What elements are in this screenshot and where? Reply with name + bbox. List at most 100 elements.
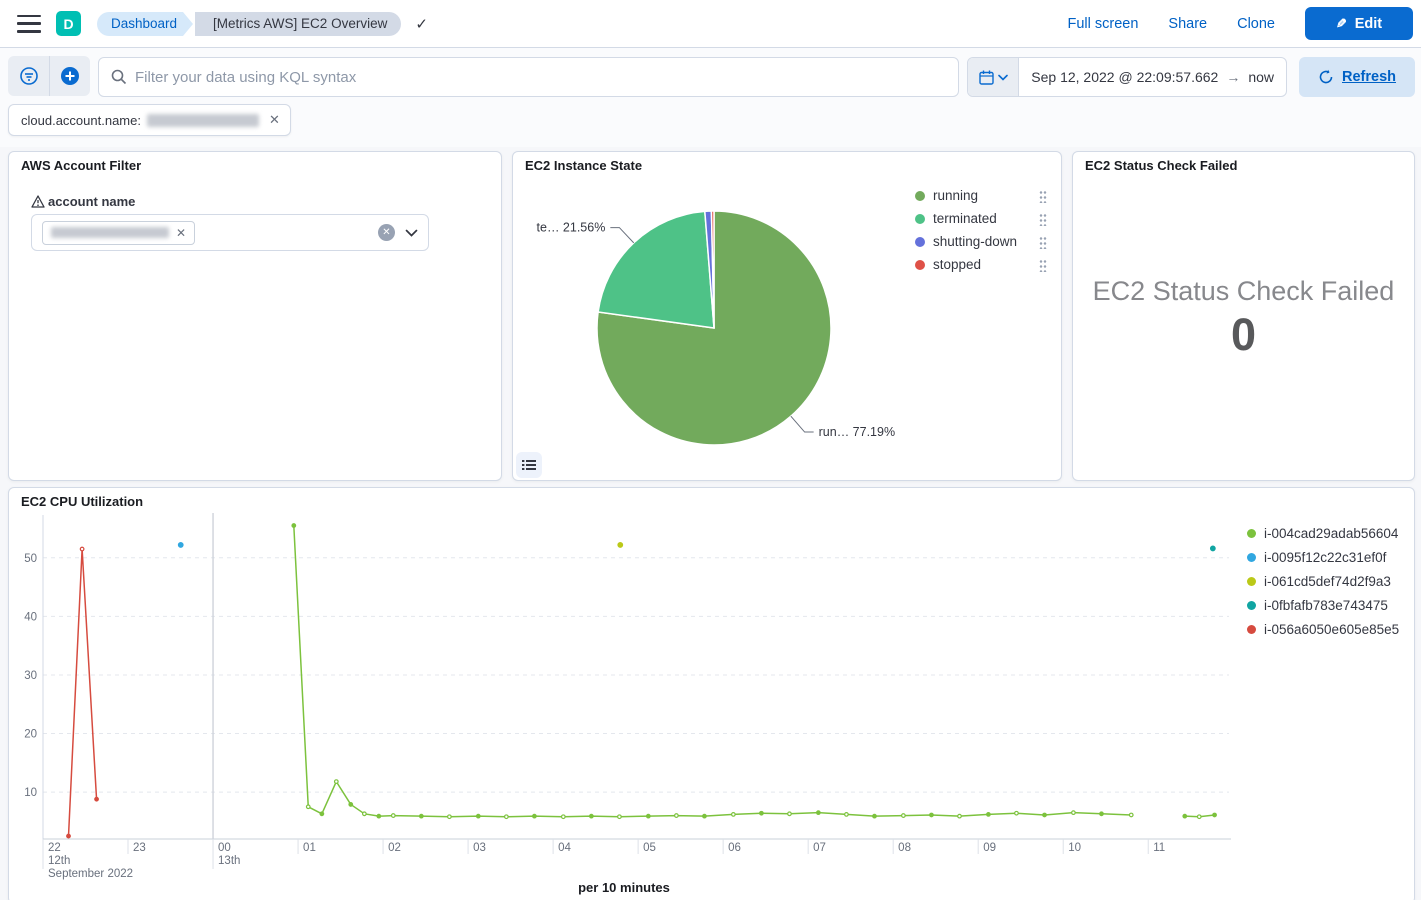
data-point [1128,812,1134,818]
y-axis-tick-label: 10 [24,787,37,799]
kql-search-bar [98,57,959,97]
y-axis-tick-label: 30 [24,670,37,682]
filter-pill-cloud-account-name[interactable]: cloud.account.name: ✕ [8,104,291,136]
edit-button[interactable]: ✎ Edit [1305,7,1413,40]
legend-label: running [933,188,979,203]
data-point [66,833,71,839]
filter-controls-group [8,56,90,96]
breadcrumb: Dashboard [Metrics AWS] EC2 Overview [97,11,402,36]
clone-button[interactable]: Clone [1237,15,1275,32]
instance-state-pie-chart[interactable]: run… 77.19% te… 21.56% [513,152,1063,480]
chevron-down-icon[interactable] [405,229,418,237]
pie-slice-stopped[interactable] [710,210,715,329]
x-axis-tick-label: 01 [303,842,316,854]
breadcrumb-dashboard[interactable]: Dashboard [97,11,194,36]
y-axis-tick-label: 50 [24,553,37,565]
data-point [361,811,367,817]
data-point [305,804,311,810]
calendar-dropdown-button[interactable] [968,58,1020,96]
remove-option-icon[interactable]: ✕ [176,225,187,240]
data-point [617,814,622,820]
legend-actions-icon[interactable] [1039,257,1047,272]
legend-label: i-0fbfafb783e743475 [1264,598,1388,613]
filter-pill-redacted-value [146,113,259,127]
legend-actions-icon[interactable] [1039,211,1047,226]
control-label: account name [31,194,135,209]
account-name-combobox[interactable]: ✕ ✕ [31,214,429,251]
data-point [291,523,297,528]
panel-title[interactable]: AWS Account Filter [21,158,142,173]
legend-color-dot [1247,577,1256,586]
data-point [446,814,452,820]
filter-pill-field: cloud.account.name: [21,112,141,128]
series-line-i-004cad29adab56604[interactable] [293,525,1132,818]
data-point [503,814,509,820]
pie-callout-label: te… 21.56% [537,221,606,235]
data-point [730,811,736,817]
x-axis-tick-label: 04 [558,842,571,854]
legend-actions-icon[interactable] [1039,188,1047,203]
dashboard-viewport: AWS Account Filter account name ✕ ✕ [0,147,1421,900]
series-line-i-056a6050e605e85e5[interactable] [67,548,98,837]
legend-actions-icon[interactable] [1039,234,1047,249]
panel-aws-account-filter: AWS Account Filter account name ✕ ✕ [8,151,502,481]
legend-label: terminated [933,211,997,226]
legend-item-stopped[interactable]: stopped [915,257,1047,272]
refresh-button[interactable]: Refresh [1299,57,1415,97]
data-point [900,813,906,818]
data-point [1209,545,1216,552]
data-point [348,802,354,807]
data-point [702,813,707,819]
data-point [1196,814,1202,820]
menu-icon[interactable] [17,14,41,33]
chevron-down-icon [997,74,1008,81]
panel-title[interactable]: EC2 CPU Utilization [21,494,144,509]
panel-title[interactable]: EC2 Instance State [525,158,643,173]
breadcrumb-current-page: [Metrics AWS] EC2 Overview [195,11,402,36]
share-button[interactable]: Share [1168,15,1208,32]
pie-slice-terminated[interactable] [597,210,715,329]
data-point [376,813,382,819]
inspect-table-icon[interactable] [516,452,542,478]
data-point [588,813,594,819]
legend-item-i-0fbfafb783e743475[interactable]: i-0fbfafb783e743475 [1247,598,1399,613]
x-axis-title: per 10 minutes [578,880,670,895]
pie-slice-running[interactable] [596,210,832,446]
account-redacted-value [51,227,169,238]
time-start-value[interactable]: Sep 12, 2022 @ 22:09:57.662 [1031,69,1219,85]
search-input[interactable] [135,68,958,86]
time-end-value[interactable]: now [1248,69,1274,85]
calendar-icon [978,70,994,85]
data-point [872,813,877,819]
clear-selection-icon[interactable]: ✕ [378,224,395,241]
x-axis-day-label: 13th [218,855,240,867]
filter-circle-icon[interactable] [8,56,49,96]
legend-color-dot [1247,553,1256,562]
panel-title[interactable]: EC2 Status Check Failed [1085,158,1238,173]
legend-item-i-061cd5def74d2f9a3[interactable]: i-061cd5def74d2f9a3 [1247,574,1399,589]
metric-label: EC2 Status Check Failed [1092,276,1395,306]
full-screen-button[interactable]: Full screen [1067,15,1139,32]
data-point [475,813,481,819]
data-point [787,811,792,817]
legend-item-running[interactable]: running [915,188,1047,203]
remove-filter-icon[interactable]: ✕ [268,112,280,127]
x-axis-day-label: 12th [48,855,70,867]
data-point [1212,812,1217,818]
x-axis-tick-label: 03 [473,842,486,854]
legend-item-shutting-down[interactable]: shutting-down [915,234,1047,249]
data-point [617,542,624,548]
data-point [177,542,184,548]
data-point [1014,810,1019,816]
add-filter-plus-icon[interactable] [49,56,90,96]
legend-item-terminated[interactable]: terminated [915,211,1047,226]
data-point [759,810,764,816]
legend-item-i-0095f12c22c31ef0f[interactable]: i-0095f12c22c31ef0f [1247,550,1399,565]
pie-callout-label: run… 77.19% [819,425,895,439]
legend-item-i-004cad29adab56604[interactable]: i-004cad29adab56604 [1247,526,1399,541]
space-avatar[interactable]: D [56,11,81,36]
data-point [560,814,566,820]
legend-item-i-056a6050e605e85e5[interactable]: i-056a6050e605e85e5 [1247,622,1399,637]
